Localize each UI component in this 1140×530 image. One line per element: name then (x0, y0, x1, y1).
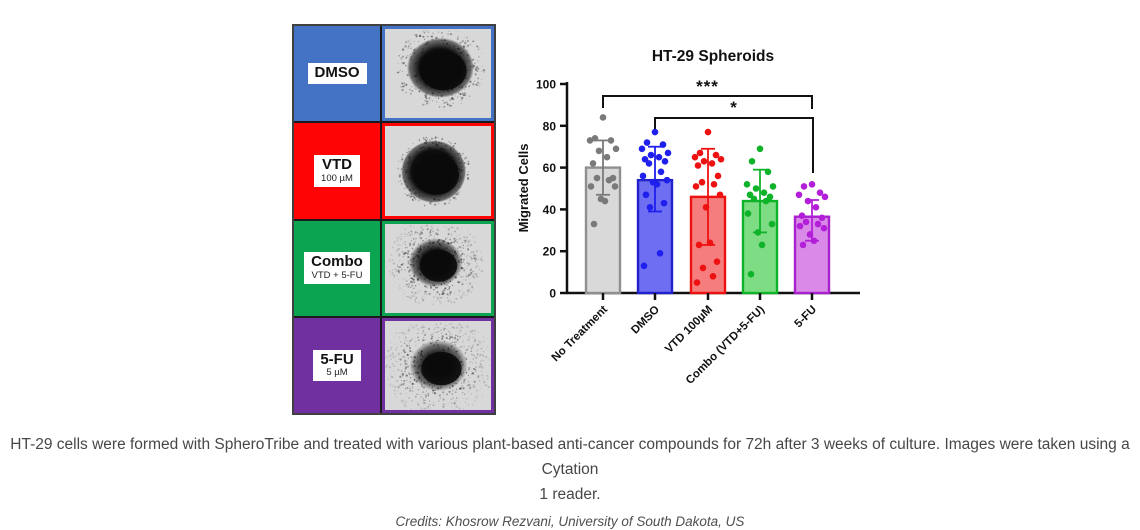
scatter-points (743, 145, 777, 278)
spheroid-image (385, 223, 491, 313)
y-ticks: 0 20 40 60 80 100 (536, 78, 567, 301)
treatment-sublabel: 100 µM (321, 172, 353, 184)
bar-chart: HT-29 Spheroids Migrated Cells 0 20 40 60 80 10… (516, 48, 860, 387)
spheroid-image-cell (380, 317, 494, 413)
treatment-color-cell: 5-FU 5 µM (294, 317, 380, 413)
scatter-points (638, 128, 672, 270)
treatment-sublabel: VTD + 5-FU (311, 270, 363, 282)
svg-text:40: 40 (543, 203, 557, 217)
treatment-label: 5-FU (320, 350, 354, 368)
chart-title: HT-29 Spheroids (652, 48, 774, 65)
svg-text:0: 0 (549, 287, 556, 301)
svg-text:80: 80 (543, 119, 557, 133)
bar-group-5 (793, 181, 831, 295)
x-tick-label: DMSO (629, 304, 662, 337)
svg-text:60: 60 (543, 161, 557, 175)
bar-group-4 (741, 145, 779, 295)
panel-row-vtd: VTD 100 µM (294, 121, 494, 219)
treatment-label-box: VTD 100 µM (314, 155, 360, 187)
significance-brackets: **** (602, 77, 814, 173)
caption-block: HT-29 cells were formed with SpheroTribe… (0, 432, 1140, 529)
panel-row-5fu: 5-FU 5 µM (294, 315, 494, 413)
treatment-label-box: 5-FU 5 µM (313, 349, 361, 382)
x-tick-label: 5-FU (793, 304, 820, 331)
treatment-label: VTD (321, 156, 352, 174)
caption-line1: HT-29 cells were formed with SpheroTribe… (10, 436, 1130, 478)
y-axis-label: Migrated Cells (516, 144, 531, 233)
spheroid-image-cell (380, 220, 494, 316)
spheroid-image (385, 126, 491, 216)
significance-label: * (730, 98, 738, 117)
treatment-sublabel: 5 µM (326, 367, 348, 379)
spheroid-image-cell (380, 123, 494, 219)
spheroid-image (385, 29, 491, 119)
x-tick-label: VTD 100µM (663, 304, 715, 356)
bar-group-1 (584, 114, 622, 295)
caption-line2: 1 reader. (539, 486, 601, 503)
panel-row-dmso: DMSO (294, 26, 494, 122)
bar-group-2 (636, 128, 674, 295)
treatment-color-cell: Combo VTD + 5-FU (294, 220, 380, 316)
treatment-panel: DMSO VTD 100 µM Combo (292, 24, 496, 415)
significance-label: *** (696, 77, 719, 96)
treatment-label: Combo (311, 253, 363, 271)
scatter-points (586, 114, 620, 228)
caption-text: HT-29 cells were formed with SpheroTribe… (0, 432, 1140, 507)
bar-group-3 (689, 128, 727, 295)
error-bar (648, 145, 662, 213)
treatment-color-cell: DMSO (294, 26, 380, 122)
svg-text:20: 20 (543, 245, 557, 259)
scatter-points (691, 128, 725, 286)
x-tick-label: No Treatment (550, 304, 611, 365)
treatment-label-box: DMSO (307, 63, 367, 84)
treatment-label: DMSO (314, 64, 360, 82)
panel-row-combo: Combo VTD + 5-FU (294, 218, 494, 316)
spheroid-image (385, 320, 491, 410)
treatment-color-cell: VTD 100 µM (294, 123, 380, 219)
svg-text:100: 100 (536, 78, 556, 92)
scatter-points (795, 181, 829, 249)
treatment-label-box: Combo VTD + 5-FU (304, 252, 370, 284)
error-bar (596, 139, 610, 196)
caption-credits: Credits: Khosrow Rezvani, University of … (395, 514, 745, 529)
spheroid-image-cell (380, 26, 494, 122)
